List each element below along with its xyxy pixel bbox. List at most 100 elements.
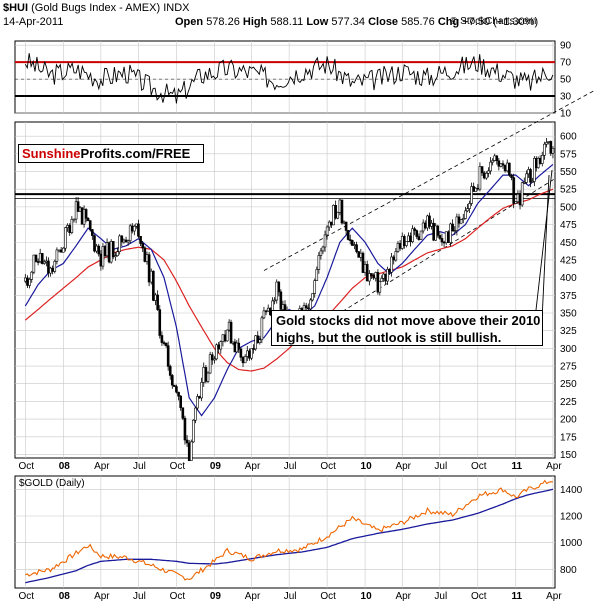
price-bar-body — [279, 291, 283, 310]
price-bar-body — [223, 334, 227, 342]
price-bar-body — [111, 241, 115, 258]
price-bar-body — [262, 310, 266, 319]
price-bar-body — [348, 239, 352, 241]
price-bar-body — [55, 249, 59, 262]
price-bar-body — [189, 441, 193, 461]
price-bar-body — [168, 366, 172, 376]
price-bar-body — [547, 141, 550, 143]
price-bar-body — [487, 170, 490, 174]
price-bar-body — [370, 273, 373, 276]
price-bar-body — [66, 225, 69, 228]
brand-part2: Profits.com/FREE — [80, 146, 191, 161]
price-bar-body — [34, 254, 38, 262]
price-ytick-label: 250 — [560, 379, 577, 390]
price-bar-body — [213, 358, 216, 361]
gold-xtick-label: Apr — [546, 591, 562, 602]
gold-xtick-label: Oct — [471, 591, 487, 602]
price-xtick-label: Apr — [245, 461, 261, 472]
price-bar-body — [470, 186, 473, 204]
price-bar-body — [183, 417, 187, 441]
price-bar-body — [455, 216, 459, 231]
gold-ma-line — [25, 488, 554, 584]
price-bar-body — [531, 181, 534, 183]
price-bar-body — [139, 236, 142, 244]
price-bar-body — [482, 172, 486, 179]
price-bar-body — [512, 177, 515, 204]
price-bar-body — [426, 215, 429, 229]
price-bar-body — [26, 277, 29, 286]
price-bar-body — [204, 367, 208, 382]
price-bar-body — [518, 193, 522, 206]
price-ytick-label: 150 — [560, 450, 577, 461]
ticker-symbol: $HUI — [3, 2, 29, 14]
price-bar-body — [388, 268, 391, 273]
price-bar-body — [70, 219, 74, 233]
price-bar-body — [520, 182, 524, 206]
price-bar-body — [304, 305, 308, 309]
price-ytick-label: 375 — [560, 291, 577, 302]
price-xtick-label: Apr — [546, 461, 562, 472]
price-bar-body — [277, 281, 281, 293]
gold-panel-title: $GOLD (Daily) — [19, 478, 85, 489]
price-bar-body — [459, 219, 463, 224]
price-xtick-label: 09 — [210, 461, 222, 472]
price-bar-body — [533, 158, 536, 182]
price-bar-body — [430, 222, 433, 227]
price-xtick-label: Jul — [284, 461, 297, 472]
price-bar-body — [468, 203, 471, 209]
price-bar-body — [122, 239, 126, 243]
price-bar-body — [84, 209, 88, 219]
annotation-pointer — [541, 174, 550, 321]
price-bar-body — [438, 235, 442, 239]
price-ytick-label: 550 — [560, 167, 577, 178]
price-bar-body — [311, 293, 314, 301]
price-bar-body — [540, 155, 544, 164]
close-value: 585.76 — [401, 16, 435, 28]
open-label: Open — [175, 16, 204, 28]
price-ytick-label: 450 — [560, 238, 577, 249]
price-bar-body — [93, 235, 96, 252]
price-bar-body — [185, 439, 189, 444]
price-bar-body — [417, 236, 421, 240]
price-bar-body — [86, 217, 90, 221]
price-bar-body — [342, 221, 346, 224]
price-bar-body — [130, 225, 134, 232]
price-bar-body — [177, 391, 180, 397]
price-bar-body — [192, 419, 195, 443]
price-xtick-label: Oct — [19, 461, 35, 472]
exchange: INDX — [163, 2, 190, 14]
price-bar-body — [501, 163, 505, 166]
price-bar-body — [449, 223, 452, 243]
price-bar-body — [355, 244, 358, 252]
price-bar-body — [499, 163, 503, 167]
price-bar-body — [442, 241, 446, 244]
price-bar-body — [396, 243, 400, 252]
price-bar-body — [40, 253, 44, 264]
price-bar-body — [317, 255, 321, 270]
gold-xtick-label: Jul — [434, 591, 447, 602]
price-bar-body — [120, 235, 124, 243]
price-bar-body — [357, 251, 360, 258]
price-ytick-label: 525 — [560, 185, 577, 196]
price-xtick-label: 11 — [511, 461, 522, 472]
price-ytick-label: 300 — [560, 344, 577, 355]
price-bar-body — [260, 317, 264, 341]
brand-box[interactable]: SunshineProfits.com/FREE — [18, 144, 204, 163]
price-bar-body — [126, 240, 130, 243]
price-xtick-label: Jul — [434, 461, 447, 472]
price-bar-body — [423, 222, 427, 229]
price-bar-body — [97, 245, 101, 255]
price-bar-body — [32, 254, 36, 273]
price-bar-body — [154, 294, 157, 301]
chart-date: 14-Apr-2011 — [3, 16, 64, 28]
price-xtick-label: Apr — [395, 461, 411, 472]
price-bar-body — [95, 245, 98, 252]
price-bar-body — [480, 166, 484, 174]
price-bar-body — [390, 256, 393, 273]
price-bar-body — [436, 225, 440, 236]
price-bar-body — [76, 201, 80, 212]
price-bar-body — [36, 261, 40, 263]
price-bar-body — [464, 210, 467, 219]
price-ytick-label: 475 — [560, 220, 577, 231]
ohlc-readout: Open 578.26 High 588.11 Low 577.34 Close… — [175, 16, 538, 28]
